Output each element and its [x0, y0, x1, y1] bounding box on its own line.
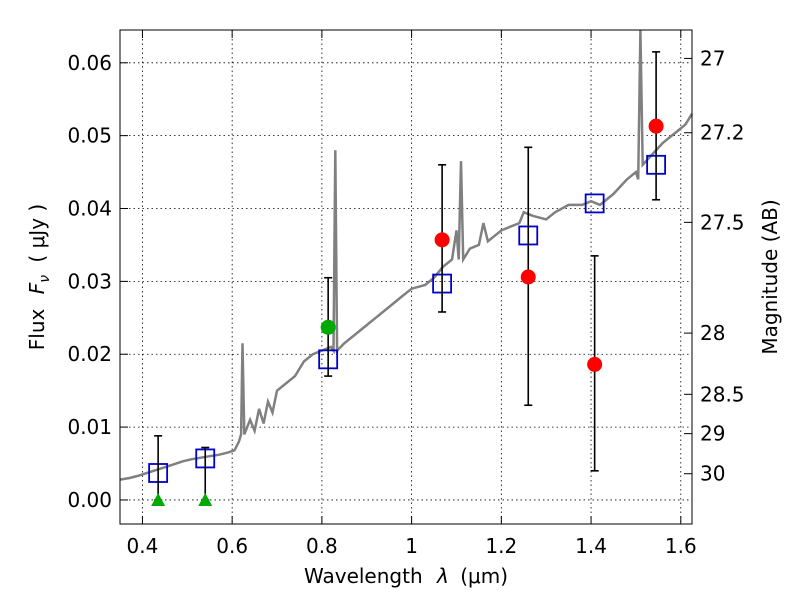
circle-marker: [587, 356, 603, 372]
y2-tick-label: 28.5: [700, 382, 745, 406]
y2-tick-label: 27.2: [700, 121, 745, 145]
x-axis-label-unit: (μm): [460, 564, 508, 588]
plot-frame: [119, 29, 693, 525]
axis-ticks: 0.4 0.6 0.8 1 1.2 1.4 1.6 0.00 0.01 0.02 0.03 0.04 0…: [67, 30, 745, 558]
y2-tick-label: 30: [700, 462, 725, 486]
x-axis-label-symbol: λ: [436, 564, 449, 588]
y-tick-label: 0.06: [67, 51, 112, 75]
y-axis-label-text: Flux: [25, 308, 49, 350]
y2-tick-label: 27.5: [700, 210, 745, 234]
y-tick-label: 0.00: [67, 488, 112, 512]
y-axis-label-unit: ( μJy ): [25, 204, 49, 263]
x-axis-label-text: Wavelength: [304, 564, 423, 588]
x-tick-label: 1: [405, 534, 418, 558]
y-axis-label-subscript: ν: [37, 275, 53, 283]
circle-marker: [320, 319, 336, 335]
circle-marker: [648, 118, 664, 134]
triangle-marker: [151, 492, 166, 506]
circle-marker: [520, 269, 536, 285]
data-markers: [148, 51, 667, 506]
x-axis-label: Wavelength λ (μm): [304, 564, 508, 588]
y2-tick-label: 28: [700, 321, 725, 345]
grid-lines: [120, 30, 692, 524]
x-tick-label: 0.8: [306, 534, 338, 558]
y2-tick-label: 29: [700, 422, 725, 446]
x-tick-label: 0.6: [216, 534, 248, 558]
y-tick-label: 0.02: [67, 342, 112, 366]
y-axis-label-symbol: F: [25, 282, 49, 294]
circle-marker: [434, 232, 450, 248]
x-tick-label: 1.4: [575, 534, 607, 558]
x-tick-label: 0.4: [127, 534, 159, 558]
y-tick-label: 0.05: [67, 124, 112, 148]
y-tick-label: 0.04: [67, 197, 112, 221]
model-spectrum-line: [119, 29, 694, 481]
y-axis-label: Flux Fν ( μJy ): [25, 204, 54, 350]
y-tick-label: 0.01: [67, 415, 112, 439]
y2-axis-label: Magnitude (AB): [758, 199, 782, 354]
y2-tick-label: 27: [700, 46, 725, 70]
x-tick-label: 1.2: [485, 534, 517, 558]
square-marker: [584, 193, 605, 214]
x-tick-label: 1.6: [665, 534, 697, 558]
triangle-marker: [198, 492, 213, 506]
y-tick-label: 0.03: [67, 269, 112, 293]
